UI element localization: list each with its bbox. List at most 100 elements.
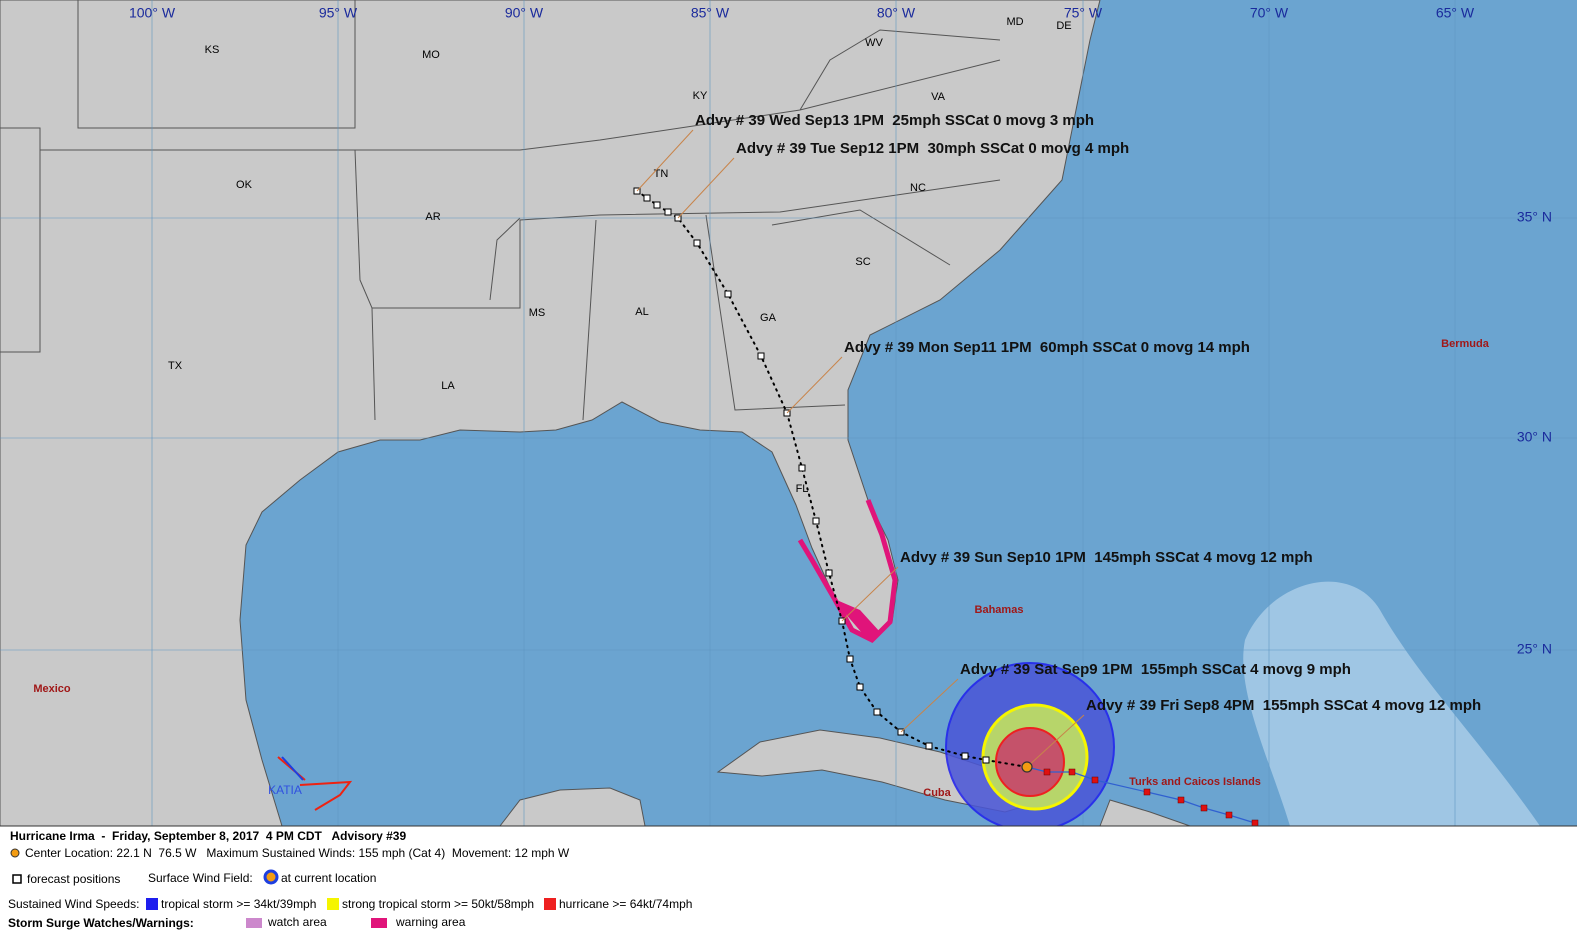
advisory-label: Advy # 39 Wed Sep13 1PM 25mph SSCat 0 mo… [695, 112, 1094, 129]
place-label: Turks and Caicos Islands [1129, 776, 1261, 788]
katia-track [281, 756, 304, 781]
place-label: Cuba [923, 787, 951, 799]
warning-area [797, 499, 898, 644]
track [633, 187, 1259, 827]
state-label: WV [865, 37, 883, 49]
forecast-position [925, 742, 933, 750]
forecast-position [982, 756, 990, 764]
latitude-label: 30° N [1517, 429, 1552, 445]
state-label: FL [796, 483, 809, 495]
legend-warning-swatch [371, 918, 387, 928]
legend-watch-swatch [246, 918, 262, 928]
forecast-position [757, 352, 765, 360]
warning-area [832, 598, 880, 640]
past-position [1200, 804, 1208, 812]
past-position [1068, 768, 1076, 776]
state-label: KS [205, 44, 220, 56]
longitude-label: 100° W [129, 5, 176, 21]
past-position [1091, 776, 1099, 784]
legend-forecast-icon [12, 874, 22, 884]
longitude-label: 75° W [1064, 5, 1103, 21]
forecast-position [724, 290, 732, 298]
forecast-position [693, 239, 701, 247]
land-north-america [0, 0, 1101, 827]
legend-ts-swatch [146, 898, 158, 910]
forecast-position [812, 517, 820, 525]
advisory-leader [841, 566, 899, 622]
current-center [1021, 761, 1033, 773]
past-position [1251, 819, 1259, 827]
forecast-position [653, 201, 661, 209]
place-label: Mexico [33, 683, 71, 695]
state-label: AL [635, 306, 648, 318]
legend-ts: tropical storm >= 34kt/39mph [161, 897, 316, 911]
longitude-label: 65° W [1436, 5, 1475, 21]
legend-surge: Storm Surge Watches/Warnings: [8, 916, 194, 930]
legend-hurricane-swatch [544, 898, 556, 910]
forecast-position [643, 194, 651, 202]
advisory-leader [900, 678, 959, 733]
surge-warnings [797, 499, 898, 644]
longitude-label: 85° W [691, 5, 730, 21]
latitude-label: 25° N [1517, 641, 1552, 657]
state-label: TX [168, 360, 183, 372]
legend-warning: warning area [395, 915, 466, 929]
forecast-position [846, 655, 854, 663]
legend-wind-field: Surface Wind Field: [148, 871, 253, 885]
place-label: Bermuda [1441, 338, 1490, 350]
advisory-label: Advy # 39 Fri Sep8 4PM 155mph SSCat 4 mo… [1086, 697, 1481, 714]
storm-label: KATIA [268, 783, 302, 797]
state-label: MD [1006, 16, 1023, 28]
labels: 100° W 95° W 90° W 85° W 80° W 75° W 70° W 65° … [33, 5, 1552, 799]
state-borders [0, 0, 1001, 421]
forecast-position [798, 464, 806, 472]
advisory-leader [786, 356, 843, 414]
legend-wind-speeds: Sustained Wind Speeds: [8, 897, 139, 911]
cone [1243, 581, 1540, 826]
legend-current: at current location [281, 871, 376, 885]
state-label: MS [529, 307, 546, 319]
state-label: DE [1056, 20, 1071, 32]
latitude-label: 35° N [1517, 209, 1552, 225]
state-label: AR [425, 211, 440, 223]
advisory-leader [1026, 714, 1085, 768]
forecast-position [856, 683, 864, 691]
legend-sts: strong tropical storm >= 50kt/58mph [342, 897, 534, 911]
state-label: OK [236, 179, 253, 191]
legend-hurricane: hurricane >= 64kt/74mph [559, 897, 692, 911]
forecast-position [873, 708, 881, 716]
past-position [1043, 768, 1051, 776]
advisory-label: Advy # 39 Tue Sep12 1PM 30mph SSCat 0 mo… [736, 140, 1129, 157]
state-label: LA [441, 380, 455, 392]
advisory-label: Advy # 39 Sun Sep10 1PM 145mph SSCat 4 m… [900, 549, 1313, 566]
state-label: NC [910, 182, 926, 194]
legend-center-icon [10, 848, 20, 858]
past-position [1143, 788, 1151, 796]
longitude-label: 95° W [319, 5, 358, 21]
advisory-leader [636, 129, 694, 192]
longitude-label: 90° W [505, 5, 544, 21]
legend-forecast: forecast positions [27, 872, 120, 886]
hurricane-wind-field [995, 727, 1065, 797]
longitude-label: 70° W [1250, 5, 1289, 21]
state-label: GA [760, 312, 777, 324]
legend-center: Center Location: 22.1 N 76.5 W Maximum S… [25, 846, 570, 860]
forecast-position [825, 569, 833, 577]
forecast-position [961, 752, 969, 760]
longitude-label: 80° W [877, 5, 916, 21]
legend-title: Hurricane Irma - Friday, September 8, 20… [10, 829, 406, 843]
past-position [1225, 811, 1233, 819]
state-label: VA [931, 91, 946, 103]
forecast-position [664, 208, 672, 216]
graticule [0, 0, 1577, 826]
state-label: TN [654, 168, 669, 180]
past-position [1177, 796, 1185, 804]
advisory-leader [677, 157, 735, 219]
state-label: MO [422, 49, 440, 61]
legend-current-icon [263, 869, 279, 885]
state-label: KY [693, 90, 708, 102]
legend-watch: watch area [267, 915, 327, 929]
advisory-label: Advy # 39 Sat Sep9 1PM 155mph SSCat 4 mo… [960, 661, 1351, 678]
legend-panel [0, 826, 1577, 940]
